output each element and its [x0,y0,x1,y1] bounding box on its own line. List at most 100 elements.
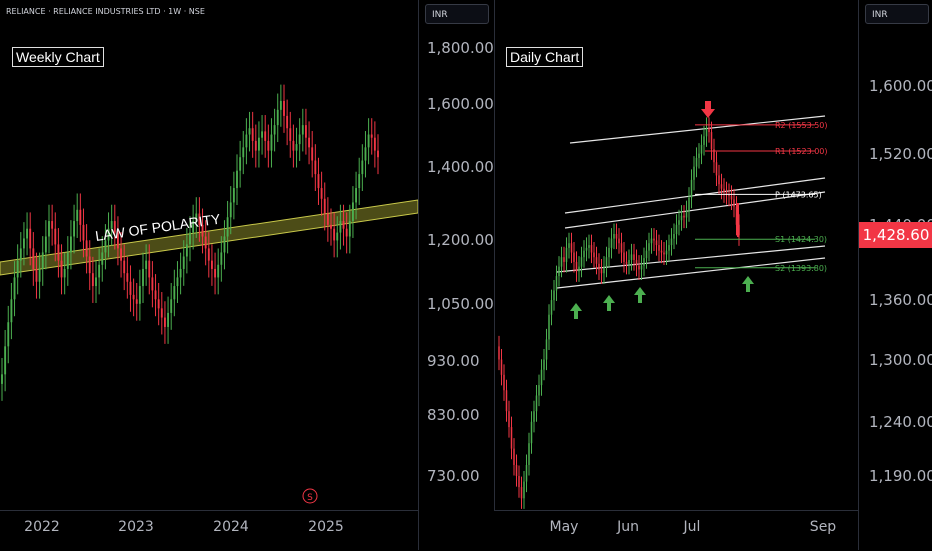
daily-candle [615,233,618,239]
daily-candle [563,257,565,262]
daily-candle [568,243,570,248]
daily-candle [640,265,643,270]
weekly-candle [292,140,295,151]
weekly-candle [201,224,204,237]
weekly-candle [276,109,279,126]
daily-candle [528,443,530,465]
weekly-candle [26,228,29,239]
daily-candle [518,476,520,488]
daily-y-tick: 1,600.00 [869,77,932,95]
daily-candle [520,487,523,499]
resistance-arrow-down-icon [701,101,715,118]
daily-candle [718,175,720,185]
daily-candle [725,192,728,195]
daily-candle [683,215,685,218]
daily-y-tick: 1,190.00 [869,467,932,485]
weekly-candle [51,221,54,229]
daily-candle [620,243,623,253]
daily-candle [653,238,655,241]
daily-x-tick: Jul [683,519,701,535]
weekly-candle [176,277,179,287]
daily-candle [650,238,653,244]
daily-candle [673,233,675,239]
daily-candle [670,238,673,246]
weekly-y-tick: 1,800.00 [427,38,494,57]
weekly-candle [60,260,63,278]
weekly-candle [95,277,97,287]
support-arrow-up-icon [603,295,615,311]
daily-candle [503,374,505,391]
weekly-candle [32,248,35,269]
channel-trendline [564,177,826,214]
daily-candle [728,194,730,196]
weekly-time-axis[interactable]: 2022 2023 2024 2025 [0,510,418,551]
symbol-header: RELIANCE · RELIANCE INDUSTRIES LTD · 1W … [6,7,205,16]
support-arrow-up-icon [742,276,754,292]
weekly-candle [41,252,44,269]
daily-chart-panel[interactable]: R2 (1553.50) R1 (1523.00) P (1473.65) S1 (1… [494,0,859,510]
daily-candle [598,263,600,270]
weekly-candle [173,286,176,300]
daily-candle [690,179,693,198]
weekly-y-tick: 830.00 [427,406,480,425]
weekly-currency-button[interactable]: INR [425,4,489,24]
daily-candle [560,257,563,267]
weekly-candle [214,268,217,278]
weekly-candle [223,236,226,253]
weekly-candle [35,268,38,282]
weekly-candle [145,260,148,269]
daily-candle [723,188,725,193]
daily-candle [693,166,695,180]
weekly-candle [185,244,188,257]
weekly-candle [217,264,220,278]
weekly-candle [48,221,50,237]
weekly-candle [107,228,110,241]
weekly-x-tick: 2024 [213,519,249,535]
weekly-y-tick: 1,400.00 [427,158,494,177]
weekly-candle [160,308,163,318]
weekly-candle [333,228,336,241]
weekly-candle [182,256,185,269]
weekly-candle [10,299,13,323]
daily-price-axis[interactable]: INR 1,600.001,520.001,440.001,360.001,30… [858,0,932,550]
weekly-candle [4,346,7,375]
daily-candle [655,240,658,246]
weekly-chart-panel[interactable]: LAW OF POLARITY S RELIANCE · RELIANCE IND… [0,0,418,510]
daily-chart-canvas[interactable]: R2 (1553.50) R1 (1523.00) P (1473.65) S1 (1… [495,0,859,510]
daily-chart-tag: Daily Chart [506,47,584,67]
daily-x-tick: May [549,519,579,535]
weekly-candle [85,240,88,257]
weekly-candle [364,147,367,161]
daily-time-axis[interactable]: May Jun Jul Sep [494,510,858,551]
weekly-candle [286,115,289,129]
weekly-candle [330,224,332,229]
weekly-candle [239,157,242,171]
weekly-candle [273,125,276,135]
pivot-label-r2: R2 (1553.50) [775,121,828,130]
daily-candle [603,266,605,274]
daily-candle [593,252,595,258]
event-marker-label: S [307,493,313,503]
channel-trendline [569,115,826,144]
daily-candle [538,385,540,396]
weekly-candle [264,131,267,141]
daily-candle [733,199,735,207]
weekly-candle [44,236,47,253]
weekly-candle [179,268,182,278]
daily-candle [610,238,613,248]
event-marker-icon[interactable] [302,488,318,504]
weekly-candle [170,299,173,313]
daily-currency-button[interactable]: INR [865,4,929,24]
weekly-candle [311,147,314,161]
weekly-candle [320,188,323,199]
daily-candle [573,252,575,262]
weekly-candle [358,174,361,189]
daily-candle [608,247,610,258]
daily-candle [530,421,533,444]
weekly-price-axis[interactable]: INR 1,800.00 1,600.00 1,400.00 1,200.00 1,05… [418,0,495,550]
weekly-candle [317,174,320,189]
weekly-candle [163,317,166,327]
weekly-candle [7,322,10,347]
weekly-candle [113,221,116,233]
